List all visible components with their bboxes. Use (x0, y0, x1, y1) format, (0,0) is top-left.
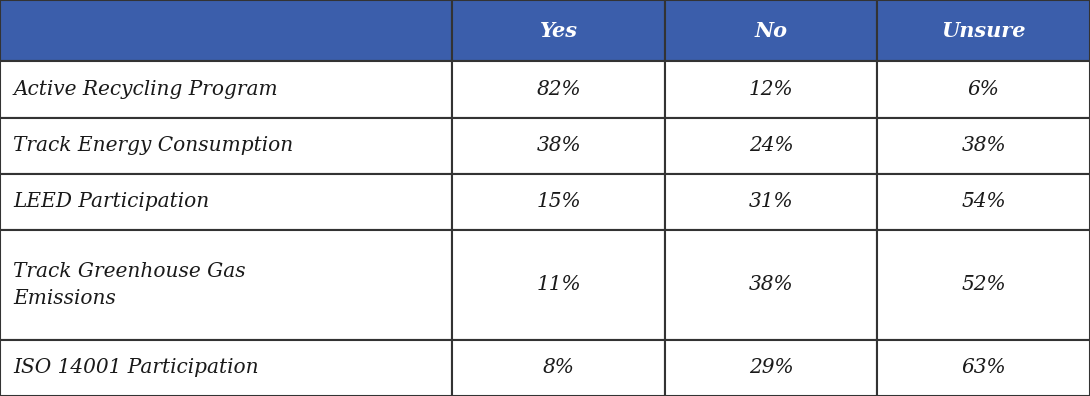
Text: Unsure: Unsure (942, 21, 1026, 41)
Bar (877, 61, 1090, 118)
Bar (665, 174, 877, 230)
Bar (452, 61, 665, 118)
Text: 29%: 29% (749, 358, 794, 377)
Text: 38%: 38% (536, 136, 581, 155)
Text: 15%: 15% (536, 192, 581, 211)
Bar (877, 174, 1090, 230)
Text: 12%: 12% (749, 80, 794, 99)
Text: 6%: 6% (968, 80, 1000, 99)
Text: Yes: Yes (540, 21, 578, 41)
Bar (877, 0, 1090, 61)
Bar (0, 340, 452, 396)
Bar (452, 0, 665, 61)
Bar (877, 340, 1090, 396)
Text: 63%: 63% (961, 358, 1006, 377)
Bar (0, 61, 452, 118)
Text: 52%: 52% (961, 276, 1006, 294)
Bar (452, 174, 665, 230)
Bar (0, 118, 452, 174)
Bar (452, 118, 665, 174)
Text: 8%: 8% (543, 358, 574, 377)
Text: LEED Participation: LEED Participation (13, 192, 209, 211)
Bar (452, 230, 665, 340)
Bar (877, 118, 1090, 174)
Text: No: No (754, 21, 788, 41)
Bar (0, 0, 452, 61)
Text: 38%: 38% (961, 136, 1006, 155)
Bar (665, 230, 877, 340)
Text: 54%: 54% (961, 192, 1006, 211)
Text: 31%: 31% (749, 192, 794, 211)
Text: Active Recycling Program: Active Recycling Program (13, 80, 278, 99)
Bar (665, 118, 877, 174)
Text: Track Energy Consumption: Track Energy Consumption (13, 136, 293, 155)
Bar (877, 230, 1090, 340)
Text: 82%: 82% (536, 80, 581, 99)
Bar (665, 61, 877, 118)
Bar (0, 174, 452, 230)
Text: 24%: 24% (749, 136, 794, 155)
Text: Track Greenhouse Gas
Emissions: Track Greenhouse Gas Emissions (13, 262, 245, 308)
Bar (0, 230, 452, 340)
Text: 38%: 38% (749, 276, 794, 294)
Text: 11%: 11% (536, 276, 581, 294)
Text: ISO 14001 Participation: ISO 14001 Participation (13, 358, 258, 377)
Bar (665, 340, 877, 396)
Bar (452, 340, 665, 396)
Bar (665, 0, 877, 61)
